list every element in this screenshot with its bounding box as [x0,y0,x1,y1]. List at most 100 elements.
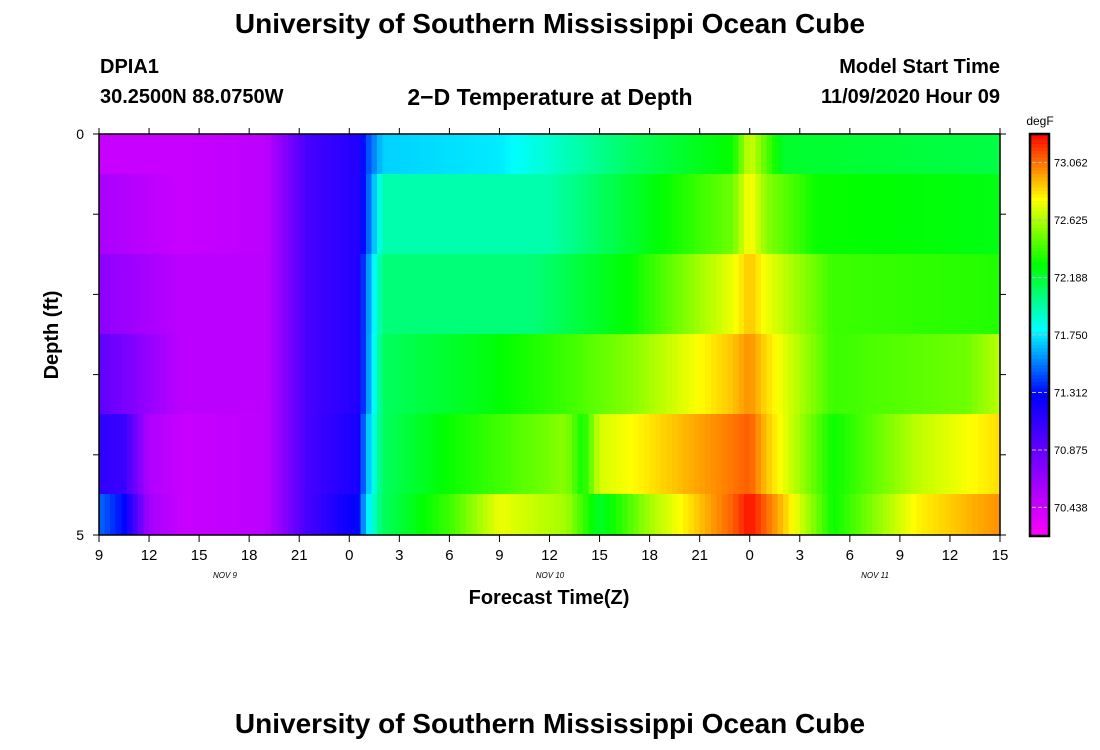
heatmap-cell [137,414,145,494]
heatmap-cell [505,134,512,174]
colorbar-segment [1030,435,1049,440]
heatmap-cell [794,414,801,494]
heatmap-cell [660,134,667,174]
heatmap-cell [449,174,456,254]
heatmap-cell [816,134,823,174]
heatmap-cell [349,414,356,494]
colorbar-segment [1030,324,1049,329]
heatmap-cell [488,414,495,494]
heatmap-cell [104,174,111,254]
heatmap-cell [911,494,918,535]
heatmap-cell [421,494,428,535]
heatmap-cell [510,254,517,334]
heatmap-cell [810,174,818,254]
heatmap-cell [327,174,334,254]
heatmap-cell [171,174,178,254]
heatmap-cell [916,414,923,494]
heatmap-cell [627,414,634,494]
heatmap-cell [432,174,439,254]
heatmap-cell [438,494,445,535]
heatmap-cell [343,494,350,535]
heatmap-cell [265,134,273,174]
heatmap-cell [371,134,378,174]
heatmap-cell [827,134,834,174]
heatmap-cell [132,414,139,494]
heatmap-cell [905,134,912,174]
heatmap-cell [332,414,339,494]
heatmap-cell [521,334,528,414]
heatmap-cell [193,414,200,494]
heatmap-cell [460,494,467,535]
heatmap-cell [115,134,122,174]
heatmap-cell [632,334,640,414]
heatmap-cell [243,254,250,334]
heatmap-cell [132,134,139,174]
heatmap-cell [427,334,434,414]
heatmap-cell [744,334,751,414]
heatmap-cell [254,414,261,494]
colorbar-segment [1030,475,1049,480]
colorbar-segment [1030,418,1049,423]
heatmap-cell [493,414,501,494]
heatmap-cell [844,134,851,174]
heatmap-cell [571,134,578,174]
heatmap-cell [905,414,912,494]
heatmap-cell [99,334,106,414]
heatmap-cell [933,334,940,414]
heatmap-cell [949,174,957,254]
heatmap-cell [215,254,222,334]
heatmap-cell [265,254,273,334]
heatmap-cell [699,134,706,174]
heatmap-cell [771,494,779,535]
heatmap-cell [593,494,601,535]
heatmap-cell [443,494,450,535]
colorbar-segment [1030,348,1049,353]
colorbar-segment [1030,462,1049,467]
heatmap-cell [143,174,150,254]
heatmap-cell [187,494,195,535]
plot-title: 2−D Temperature at Depth [407,84,693,110]
heatmap-cell [282,494,289,535]
heatmap-cell [454,134,462,174]
heatmap-cell [382,134,389,174]
heatmap-cell [810,494,818,535]
heatmap-cell [438,134,445,174]
heatmap-cell [493,334,501,414]
heatmap-cell [460,334,467,414]
heatmap-cell [176,254,184,334]
heatmap-cell [838,254,845,334]
heatmap-cell [99,414,106,494]
heatmap-cell [627,494,634,535]
heatmap-cell [338,134,345,174]
heatmap-cell [749,334,756,414]
heatmap-cell [916,334,923,414]
heatmap-cell [744,254,751,334]
colorbar-segment [1030,485,1049,490]
heatmap-cell [432,414,439,494]
heatmap-cell [132,334,139,414]
heatmap-cell [888,334,895,414]
heatmap-cell [582,414,590,494]
heatmap-cell [666,134,673,174]
heatmap-cell [466,254,473,334]
heatmap-cell [599,174,606,254]
colorbar-segment [1030,529,1049,534]
heatmap-cell [938,334,945,414]
colorbar-segment [1030,180,1049,185]
heatmap-cell [649,494,656,535]
heatmap-cell [399,494,406,535]
heatmap-cell [822,414,829,494]
axes: 9 12 15 18 21 0 3 6 9 12 15 18 21 0 3 6 9 12 15 NOV 9 NOV 10… [76,126,1008,580]
heatmap-cell [660,494,667,535]
heatmap-cell [727,254,734,334]
heatmap-cell [510,134,517,174]
heatmap-cell [304,174,311,254]
heatmap-cell [710,174,717,254]
heatmap-cell [888,134,895,174]
heatmap-cell [549,134,556,174]
heatmap-cell [416,174,423,254]
heatmap-cell [193,254,200,334]
heatmap-cell [571,254,578,334]
heatmap-cell [955,334,962,414]
heatmap-cell [110,134,117,174]
